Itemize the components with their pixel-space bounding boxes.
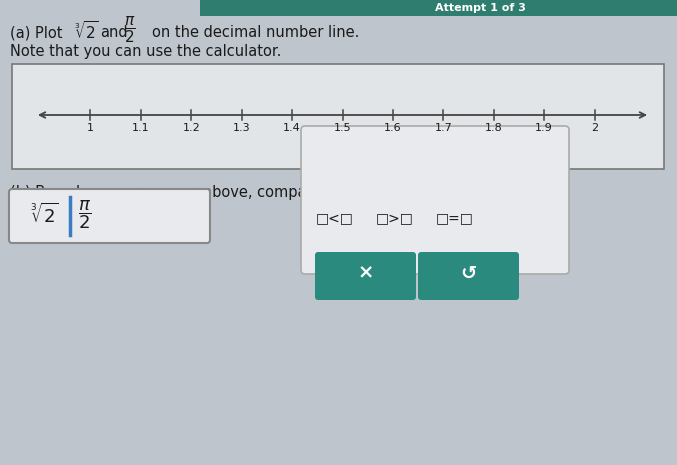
Text: $\sqrt[3]{2}$: $\sqrt[3]{2}$ [30, 203, 59, 227]
Text: on the decimal number line.: on the decimal number line. [152, 26, 359, 40]
Text: and: and [388, 186, 416, 200]
Text: □<□: □<□ [316, 211, 354, 225]
Text: Note that you can use the calculator.: Note that you can use the calculator. [10, 45, 282, 60]
FancyBboxPatch shape [200, 0, 677, 16]
Text: 1.8: 1.8 [485, 123, 502, 133]
Text: ×: × [357, 264, 374, 283]
FancyBboxPatch shape [301, 126, 569, 274]
Text: $\dfrac{\pi}{2}$: $\dfrac{\pi}{2}$ [412, 175, 424, 205]
Text: $\sqrt[3]{2}$: $\sqrt[3]{2}$ [74, 20, 99, 42]
Text: $\sqrt[3]{2}$: $\sqrt[3]{2}$ [362, 180, 387, 202]
FancyBboxPatch shape [315, 252, 416, 300]
Text: □=□: □=□ [436, 211, 474, 225]
Text: 1.7: 1.7 [435, 123, 452, 133]
Text: $\dfrac{\pi}{2}$: $\dfrac{\pi}{2}$ [124, 15, 135, 45]
Text: 1.9: 1.9 [536, 123, 553, 133]
FancyBboxPatch shape [12, 64, 664, 169]
Text: ↺: ↺ [460, 264, 477, 283]
Text: 1.1: 1.1 [132, 123, 150, 133]
Text: □>□: □>□ [376, 211, 414, 225]
Text: 1.4: 1.4 [283, 123, 301, 133]
Text: 1.5: 1.5 [334, 123, 351, 133]
Text: 1: 1 [87, 123, 94, 133]
Text: 1.3: 1.3 [233, 123, 250, 133]
Text: and: and [100, 26, 128, 40]
Text: using <, >, or =.: using <, >, or =. [440, 186, 564, 200]
FancyBboxPatch shape [418, 252, 519, 300]
Text: (a) Plot: (a) Plot [10, 26, 62, 40]
Text: Attempt 1 of 3: Attempt 1 of 3 [435, 3, 525, 13]
FancyBboxPatch shape [9, 189, 210, 243]
Text: 1.2: 1.2 [182, 123, 200, 133]
Text: 2: 2 [591, 123, 598, 133]
Text: 1.6: 1.6 [384, 123, 401, 133]
Text: (b) Based on your answer above, compare: (b) Based on your answer above, compare [10, 186, 322, 200]
Text: $\dfrac{\pi}{2}$: $\dfrac{\pi}{2}$ [78, 199, 91, 231]
